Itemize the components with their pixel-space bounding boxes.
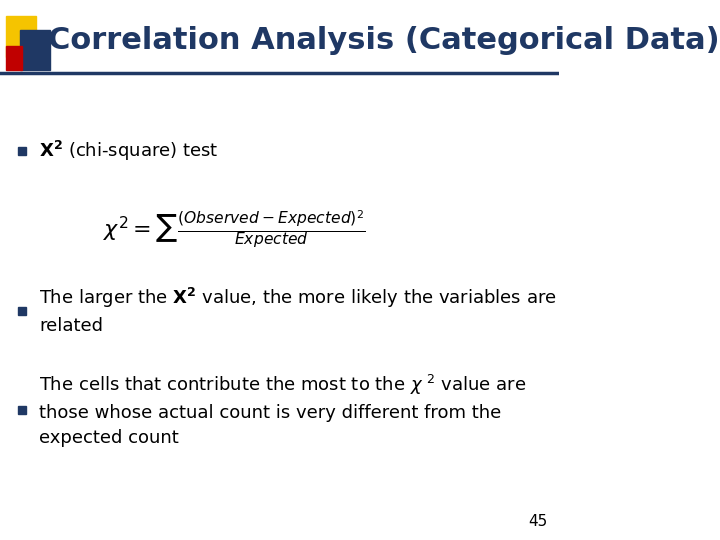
Text: $\mathbf{X^2}$ (chi-square) test: $\mathbf{X^2}$ (chi-square) test — [39, 139, 219, 163]
Bar — [6, 46, 22, 70]
Text: The cells that contribute the most to the $\chi$ $^2$ value are
those whose actu: The cells that contribute the most to th… — [39, 373, 526, 448]
Text: 45: 45 — [528, 514, 548, 529]
Bar — [19, 30, 50, 70]
Text: Correlation Analysis (Categorical Data): Correlation Analysis (Categorical Data) — [48, 26, 719, 55]
Text: The larger the $\mathbf{X^2}$ value, the more likely the variables are
related: The larger the $\mathbf{X^2}$ value, the… — [39, 286, 557, 335]
Text: $\chi^2 = \sum \frac{(\mathit{Observed} - \mathit{Expected})^2}{\mathit{Expected: $\chi^2 = \sum \frac{(\mathit{Observed} … — [104, 208, 366, 251]
Bar — [6, 16, 36, 57]
